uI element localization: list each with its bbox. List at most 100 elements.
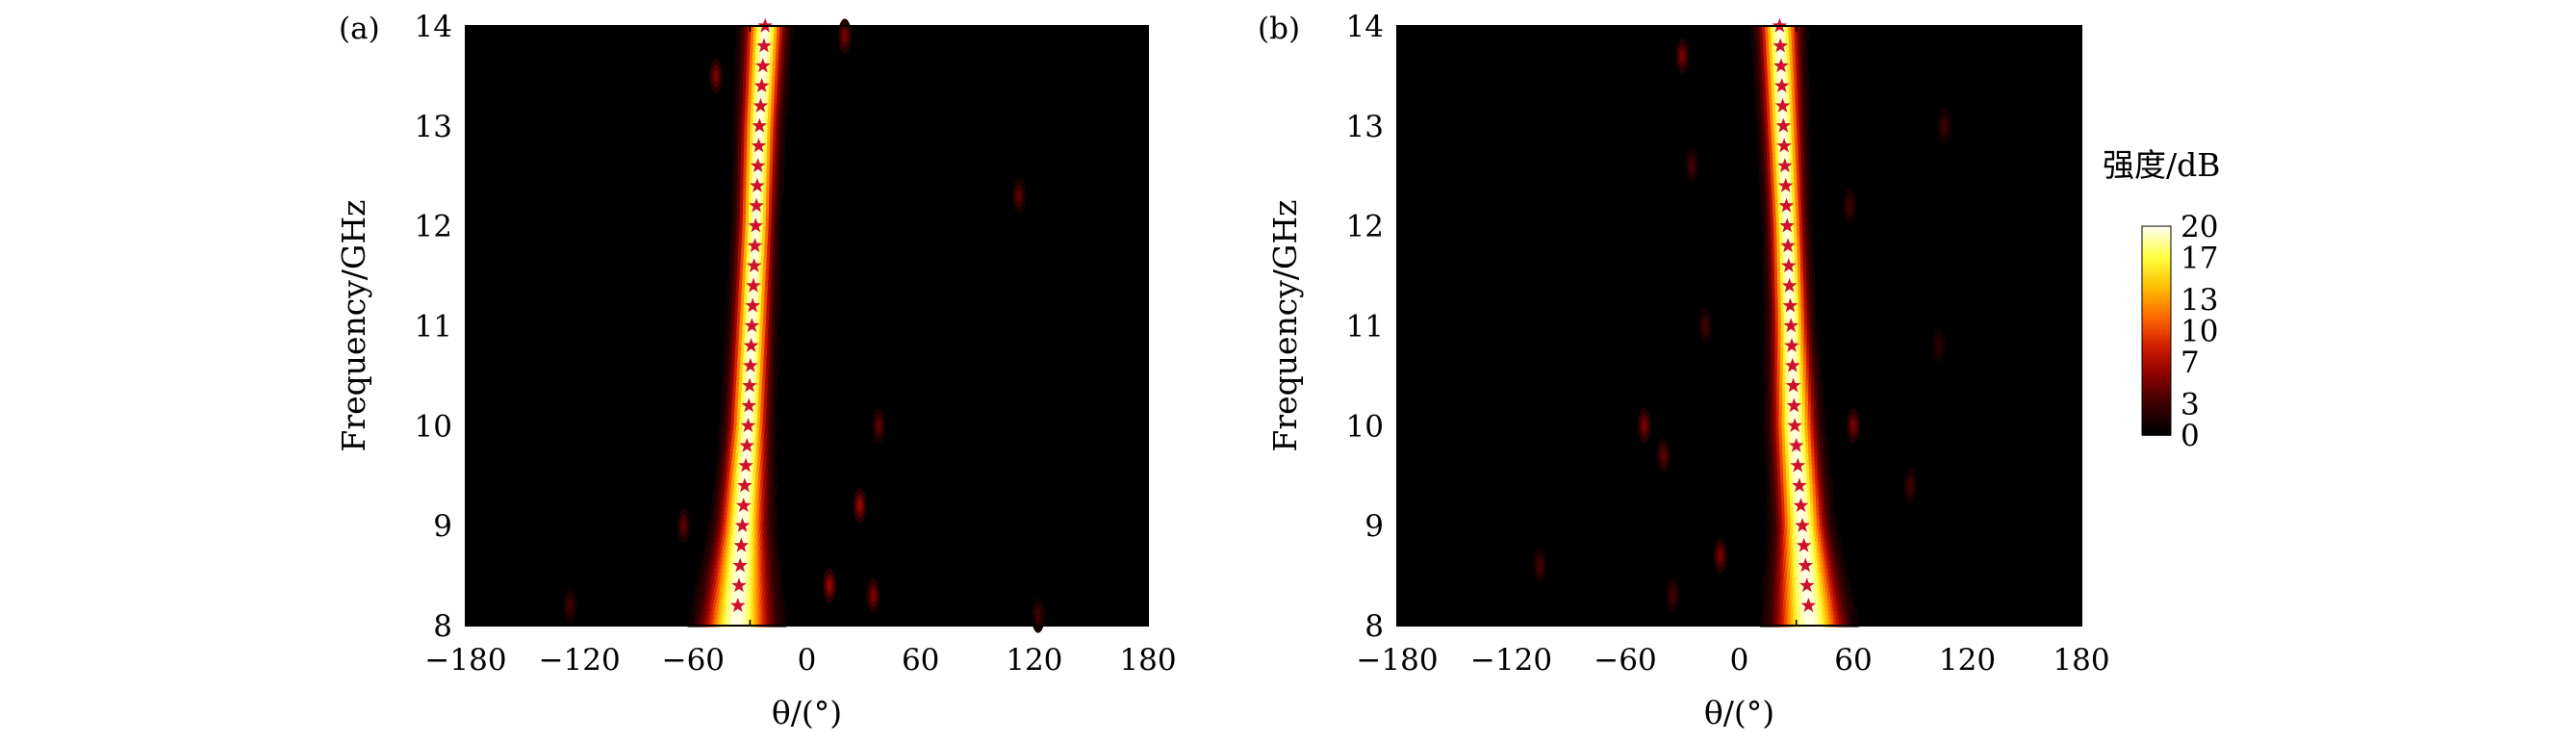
heatmap-cell <box>774 330 778 335</box>
heatmap-cell <box>1795 272 1798 277</box>
heatmap-cell <box>739 592 743 597</box>
heatmap-cell <box>767 515 771 520</box>
heatmap-cell <box>1782 261 1787 266</box>
heatmap-cell <box>740 165 745 169</box>
heatmap-cell <box>1768 180 1772 185</box>
heatmap-cell <box>743 261 747 266</box>
heatmap-cell <box>715 511 720 516</box>
heatmap-cell <box>1799 134 1804 139</box>
heatmap-cell <box>760 407 765 412</box>
heatmap-cell <box>1773 234 1777 239</box>
heatmap-cell <box>764 342 769 346</box>
heatmap-cell <box>780 68 785 73</box>
heatmap-cell <box>1805 188 1810 192</box>
heatmap-cell <box>750 538 754 543</box>
heatmap-cell <box>762 569 766 574</box>
heatmap-cell <box>1802 249 1807 254</box>
heatmap-cell <box>1773 215 1777 219</box>
heatmap-cell <box>762 99 766 104</box>
heatmap-cell <box>1772 284 1775 289</box>
heatmap-cell <box>1787 168 1792 173</box>
heatmap-cell <box>733 269 738 273</box>
heatmap-cell <box>1772 330 1776 335</box>
heatmap-cell <box>767 469 772 474</box>
heatmap-cell <box>750 122 754 127</box>
heatmap-cell <box>731 407 736 412</box>
heatmap-cell <box>720 534 724 539</box>
heatmap-cell <box>729 396 733 400</box>
heatmap-cell <box>785 84 790 89</box>
heatmap-cell <box>1785 176 1789 181</box>
heatmap-cell <box>770 41 775 46</box>
heatmap-cell <box>764 118 769 123</box>
heatmap-cell <box>727 584 730 589</box>
heatmap-cell <box>1761 165 1766 169</box>
heatmap-cell <box>1794 176 1798 181</box>
heatmap-cell <box>1762 253 1767 258</box>
heatmap-cell <box>1771 226 1774 231</box>
heatmap-cell <box>1769 276 1773 281</box>
heatmap-cell <box>771 446 775 450</box>
heatmap-cell <box>739 91 744 96</box>
heatmap-cell <box>1770 165 1774 169</box>
heatmap-cell <box>761 292 766 296</box>
heatmap-cell <box>758 111 763 115</box>
heatmap-cell <box>746 415 750 420</box>
heatmap-cell <box>752 573 756 577</box>
heatmap-cell <box>1802 361 1807 366</box>
heatmap-cell <box>785 91 790 96</box>
heatmap-cell <box>764 449 769 454</box>
heatmap-cell <box>1765 261 1770 266</box>
heatmap-cell <box>1786 91 1790 96</box>
heatmap-cell <box>1812 319 1817 323</box>
heatmap-cell <box>727 322 732 327</box>
heatmap-cell <box>720 565 725 570</box>
heatmap-cell <box>1772 195 1775 200</box>
heatmap-cell <box>775 365 778 370</box>
heatmap-cell <box>761 388 766 393</box>
heatmap-cell <box>754 76 758 81</box>
heatmap-cell <box>748 107 752 112</box>
heatmap-cell <box>1779 34 1784 38</box>
heatmap-cell <box>736 226 741 231</box>
heatmap-cell <box>760 576 764 581</box>
heatmap-cell <box>724 392 727 397</box>
heatmap-cell <box>757 307 762 312</box>
heatmap-cell <box>756 488 760 493</box>
heatmap-cell <box>747 496 751 500</box>
heatmap-cell <box>727 546 732 551</box>
heatmap-cell <box>757 311 761 316</box>
heatmap-cell <box>741 388 746 393</box>
heatmap-cell <box>739 600 744 604</box>
heatmap-cell <box>1807 211 1811 216</box>
heatmap-cell <box>756 580 760 585</box>
heatmap-cell <box>1793 111 1797 115</box>
heatmap-cell <box>731 161 736 166</box>
heatmap-cell <box>730 442 735 447</box>
heatmap-cell <box>1777 330 1782 335</box>
heatmap-cell <box>722 442 727 447</box>
heatmap-cell <box>776 118 780 123</box>
heatmap-cell <box>780 153 785 158</box>
heatmap-cell <box>740 64 745 69</box>
heatmap-cell <box>1767 122 1772 127</box>
heatmap-cell <box>737 399 742 404</box>
heatmap-cell <box>1757 49 1761 54</box>
heatmap-cell <box>742 88 747 92</box>
heatmap-cell <box>703 550 708 554</box>
heatmap-cell <box>766 61 771 65</box>
heatmap-cell <box>773 45 777 50</box>
heatmap-cell <box>754 307 759 312</box>
heatmap-cell <box>755 57 759 62</box>
heatmap-cell <box>752 130 756 135</box>
heatmap-cell <box>735 122 740 127</box>
heatmap-cell <box>1761 111 1765 115</box>
heatmap-cell <box>1784 64 1788 69</box>
heatmap-cell <box>777 276 781 281</box>
heatmap-cell <box>758 515 762 520</box>
heatmap-cell <box>1775 61 1779 65</box>
heatmap-cell <box>774 319 778 323</box>
heatmap-cell <box>1795 303 1799 308</box>
heatmap-cell <box>1792 145 1796 150</box>
heatmap-cell <box>727 380 731 385</box>
